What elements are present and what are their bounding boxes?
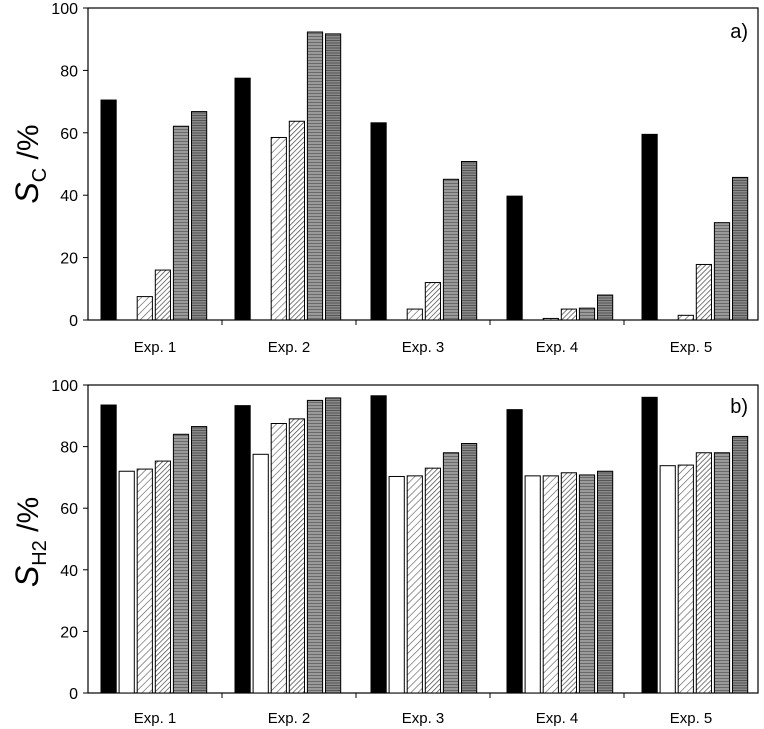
panel-label: b) xyxy=(730,396,748,418)
bar xyxy=(506,195,523,321)
bar xyxy=(713,452,731,694)
x-category-label: Exp. 1 xyxy=(134,339,177,356)
y-tick-label: 0 xyxy=(69,313,78,330)
bar xyxy=(597,294,614,321)
y-tick-label: 100 xyxy=(51,1,78,18)
y-tick-label: 80 xyxy=(60,440,78,457)
bar xyxy=(306,31,324,321)
bar xyxy=(325,33,342,321)
bar xyxy=(370,395,387,694)
bar xyxy=(578,474,596,694)
bar xyxy=(506,409,523,694)
x-category-label: Exp. 5 xyxy=(670,710,713,727)
y-tick-label: 100 xyxy=(51,378,78,395)
bar xyxy=(270,423,287,694)
bar xyxy=(524,475,541,694)
plot-frame xyxy=(87,7,759,321)
bar xyxy=(325,397,342,694)
bar xyxy=(641,133,658,321)
bar xyxy=(732,176,749,321)
x-category-label: Exp. 2 xyxy=(268,710,311,727)
bar xyxy=(677,314,694,321)
x-category-label: Exp. 5 xyxy=(670,339,713,356)
bar xyxy=(542,475,559,694)
y-axis-label-sub: C xyxy=(29,168,51,182)
bar xyxy=(424,282,441,321)
y-tick-label: 40 xyxy=(60,563,78,580)
bar xyxy=(154,460,172,694)
x-category-label: Exp. 2 xyxy=(268,339,311,356)
y-tick-label: 20 xyxy=(60,251,78,268)
x-category-label: Exp. 4 xyxy=(536,339,579,356)
y-axis-label-main: S xyxy=(9,182,45,203)
plot-frame xyxy=(87,384,759,694)
y-axis-label: SC /% xyxy=(9,124,51,203)
bar xyxy=(288,120,305,321)
bar xyxy=(100,404,117,694)
y-axis-label-sub: H2 xyxy=(29,540,51,566)
bar xyxy=(560,308,577,321)
bar xyxy=(172,433,190,694)
bar xyxy=(154,269,172,321)
panel-label: a) xyxy=(730,21,748,43)
y-tick-label: 60 xyxy=(60,126,78,143)
bar xyxy=(100,99,117,321)
bar xyxy=(191,426,208,694)
panel-b: 0 20 40 60 80 100 Exp. 1 Exp. 2 Exp. 3 Exp. 4 Exp.… xyxy=(9,378,759,727)
bar xyxy=(461,443,478,694)
y-tick-label: 60 xyxy=(60,501,78,518)
panel-a: 0 20 40 60 80 100 Exp. 1 Exp. 2 Exp. 3 Exp. 4 Exp.… xyxy=(9,1,759,356)
y-tick-label: 40 xyxy=(60,188,78,205)
bar xyxy=(234,405,251,694)
y-axis-label-unit: /% xyxy=(12,124,45,167)
bar xyxy=(406,308,423,321)
x-category-label: Exp. 3 xyxy=(402,339,445,356)
bar xyxy=(677,464,694,694)
bar xyxy=(578,307,596,321)
y-tick-label: 80 xyxy=(60,63,78,80)
x-category-label: Exp. 4 xyxy=(536,710,579,727)
x-category-label: Exp. 1 xyxy=(134,710,177,727)
bar xyxy=(118,470,135,694)
bar xyxy=(288,418,305,694)
bar xyxy=(406,475,423,694)
bar xyxy=(659,465,676,694)
bar xyxy=(560,472,577,694)
bar xyxy=(136,296,153,321)
y-axis-label-unit: /% xyxy=(12,497,45,540)
x-category-label: Exp. 3 xyxy=(402,710,445,727)
y-axis-label: SH2 /% xyxy=(9,497,51,587)
bar xyxy=(370,122,387,321)
bar xyxy=(461,161,478,321)
bar xyxy=(306,399,324,694)
bar xyxy=(172,125,190,321)
bar xyxy=(732,435,749,694)
bar xyxy=(442,452,460,694)
bar xyxy=(191,111,208,321)
bar xyxy=(442,178,460,321)
bar xyxy=(695,452,712,694)
y-tick-label: 20 xyxy=(60,624,78,641)
bar xyxy=(388,475,405,694)
y-axis-label-main: S xyxy=(9,566,45,587)
bar xyxy=(136,468,153,694)
bar xyxy=(234,77,251,321)
bar xyxy=(252,453,269,694)
bar xyxy=(695,263,712,321)
bar xyxy=(424,467,441,694)
bar xyxy=(542,317,559,321)
y-tick-label: 0 xyxy=(69,686,78,703)
bar xyxy=(641,396,658,694)
bar xyxy=(713,222,731,321)
bar xyxy=(597,470,614,694)
bar xyxy=(270,136,287,321)
